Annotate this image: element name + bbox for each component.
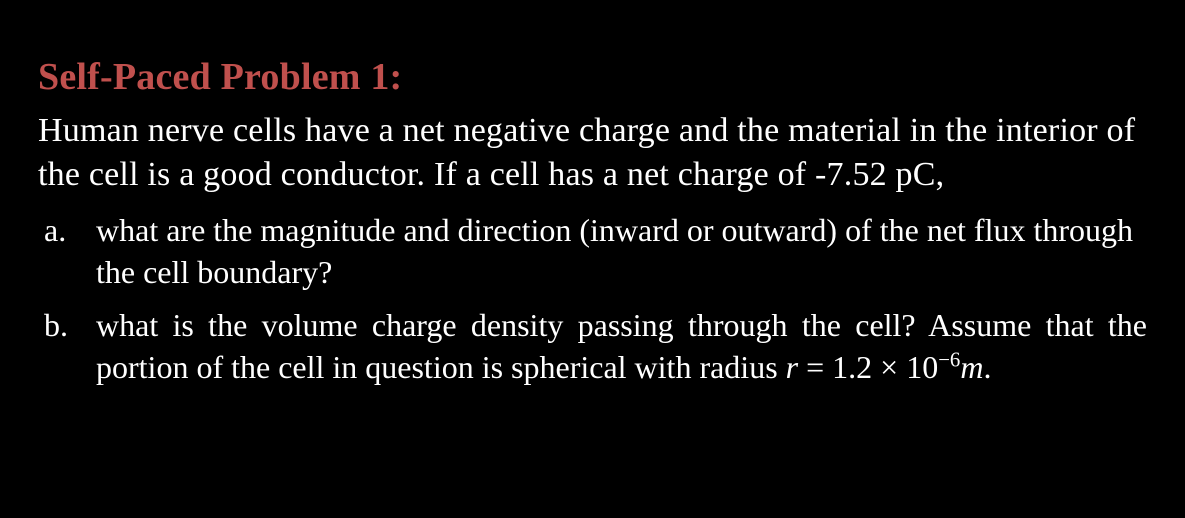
item-body-b: what is the volume charge density passin… [96, 305, 1147, 388]
list-item: b. what is the volume charge density pas… [38, 305, 1147, 388]
equation-exponent: −6 [938, 348, 960, 371]
equation-var: r [786, 349, 798, 385]
problem-intro: Human nerve cells have a net negative ch… [38, 109, 1147, 196]
question-list: a. what are the magnitude and direction … [38, 210, 1147, 388]
item-body-a: what are the magnitude and direction (in… [96, 210, 1147, 293]
item-marker-b: b. [38, 305, 96, 388]
equation-eq: = 1.2 × 10 [798, 349, 938, 385]
problem-title: Self-Paced Problem 1: [38, 55, 1147, 99]
equation-unit: m [960, 349, 983, 385]
list-item: a. what are the magnitude and direction … [38, 210, 1147, 293]
equation-period: . [983, 349, 991, 385]
item-marker-a: a. [38, 210, 96, 293]
